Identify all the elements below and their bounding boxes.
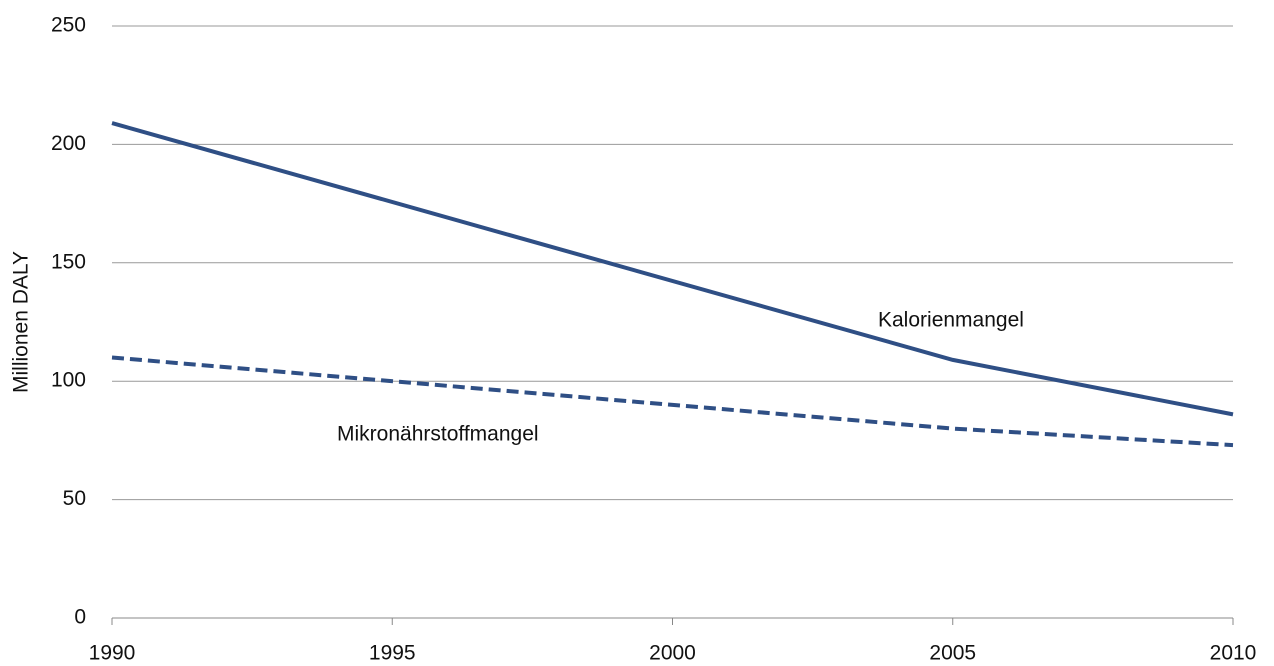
x-tick-label: 2005 <box>929 642 976 665</box>
x-tick-label: 2000 <box>649 642 696 665</box>
y-tick-label: 200 <box>51 132 86 155</box>
series-label: Kalorienmangel <box>878 309 1024 332</box>
series-line <box>111 121 1234 417</box>
series-label: Mikronährstoffmangel <box>337 423 539 446</box>
y-tick-label: 0 <box>74 606 86 629</box>
y-axis-label: Millionen DALY <box>10 251 33 393</box>
series-line <box>111 355 1234 448</box>
y-tick-label: 150 <box>51 250 86 273</box>
x-tick-label: 1990 <box>89 642 136 665</box>
y-tick-label: 250 <box>51 14 86 37</box>
y-tick-label: 100 <box>51 369 86 392</box>
x-tick-label: 1995 <box>369 642 416 665</box>
y-tick-label: 50 <box>63 487 86 510</box>
x-tick-label: 2010 <box>1210 642 1257 665</box>
